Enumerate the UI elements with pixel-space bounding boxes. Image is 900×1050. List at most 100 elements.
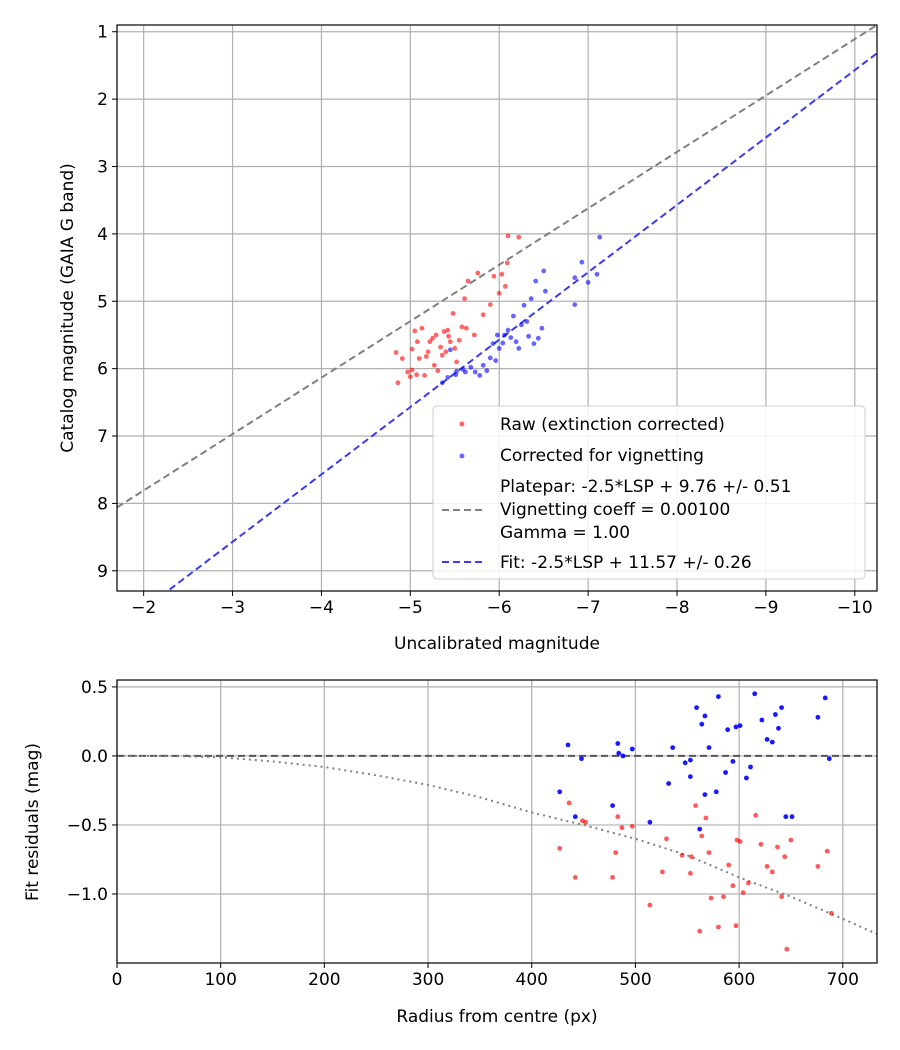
data-point — [647, 819, 653, 825]
x-tick-label: −6 — [487, 598, 512, 618]
x-tick-label: 600 — [723, 970, 755, 990]
data-point — [456, 337, 462, 343]
bottom-grid — [116, 680, 877, 963]
y-tick-label: 0.5 — [81, 678, 108, 698]
data-point — [399, 356, 405, 361]
data-point — [445, 327, 451, 333]
data-point — [445, 375, 451, 380]
data-point — [699, 721, 705, 727]
x-tick-label: 700 — [827, 970, 859, 990]
data-point — [496, 346, 502, 351]
data-point — [531, 341, 537, 347]
data-point — [815, 714, 821, 720]
top-x-ticks: −2 −3 −4 −5 −6 −7 −8 −9 −10 — [131, 591, 873, 618]
data-point — [416, 356, 422, 361]
data-point — [733, 724, 739, 730]
data-point — [557, 846, 563, 851]
x-tick-label: −7 — [576, 598, 601, 618]
data-point — [572, 275, 578, 281]
data-point — [647, 902, 653, 908]
data-point — [769, 869, 775, 875]
data-point — [565, 742, 571, 748]
legend-corrected-marker — [459, 453, 465, 459]
data-point — [776, 725, 781, 731]
bottom-reference-lines — [117, 754, 877, 935]
data-point — [504, 260, 510, 266]
data-point — [505, 327, 511, 333]
x-tick-label: −2 — [131, 598, 156, 618]
data-point — [713, 789, 719, 795]
data-point — [516, 234, 522, 240]
data-point — [702, 713, 708, 719]
data-point — [773, 712, 778, 717]
y-tick-label: 4 — [97, 225, 108, 245]
legend-raw-label: Raw (extinction corrected) — [500, 415, 725, 435]
data-point — [697, 928, 703, 934]
data-point — [824, 848, 830, 854]
data-point — [716, 694, 721, 699]
data-point — [493, 358, 499, 363]
data-point — [496, 290, 502, 296]
data-point — [702, 792, 708, 797]
data-point — [395, 380, 401, 386]
data-point — [503, 284, 508, 289]
data-point — [688, 870, 693, 876]
data-point — [472, 369, 478, 375]
data-point — [708, 895, 714, 901]
data-point — [468, 364, 474, 370]
data-point — [699, 833, 705, 839]
data-point — [526, 333, 531, 339]
data-point — [435, 368, 441, 374]
data-point — [419, 325, 425, 331]
data-point — [430, 335, 435, 341]
data-point — [480, 362, 486, 368]
x-tick-label: 500 — [619, 970, 651, 990]
data-point — [454, 359, 459, 365]
data-point — [484, 368, 490, 374]
data-point — [407, 374, 413, 380]
data-point — [533, 278, 539, 284]
top-y-ticks: 1 2 3 4 5 6 7 8 9 — [97, 23, 117, 582]
x-tick-label: 300 — [412, 970, 444, 990]
top-x-axis-label: Uncalibrated magnitude — [394, 634, 600, 654]
data-point — [746, 880, 751, 886]
data-point — [682, 760, 688, 766]
data-point — [679, 852, 685, 858]
data-point — [610, 875, 615, 880]
bottom-y-axis-label: Fit residuals (mag) — [23, 743, 43, 901]
data-point — [694, 705, 699, 710]
data-point — [543, 288, 548, 294]
data-point — [737, 723, 743, 728]
legend-corrected-label: Corrected for vignetting — [500, 446, 704, 466]
data-point — [511, 313, 516, 319]
data-point — [505, 233, 511, 239]
data-point — [463, 369, 468, 375]
data-point — [495, 332, 500, 338]
data-point — [491, 273, 497, 279]
bottom-x-axis-label: Radius from centre (px) — [396, 1007, 597, 1027]
data-point — [610, 803, 615, 808]
data-point — [779, 705, 784, 710]
data-point — [500, 340, 506, 346]
data-point — [487, 302, 493, 307]
data-point — [782, 854, 788, 860]
data-point — [737, 839, 743, 844]
data-point — [427, 339, 433, 345]
data-point — [441, 329, 447, 334]
legend-vignetting-label: Vignetting coeff = 0.00100 — [500, 500, 730, 520]
data-point — [689, 854, 694, 860]
data-point — [477, 373, 483, 378]
data-point — [758, 841, 764, 847]
data-point — [557, 789, 563, 795]
data-point — [452, 346, 458, 351]
data-point — [422, 373, 427, 378]
y-tick-label: 7 — [97, 427, 108, 447]
data-point — [688, 757, 693, 763]
y-tick-label: 8 — [97, 494, 108, 514]
data-point — [443, 349, 449, 355]
legend-box — [432, 405, 866, 580]
y-tick-label: 9 — [97, 562, 108, 582]
data-point — [740, 890, 746, 895]
data-point — [594, 271, 600, 277]
data-point — [822, 695, 828, 701]
